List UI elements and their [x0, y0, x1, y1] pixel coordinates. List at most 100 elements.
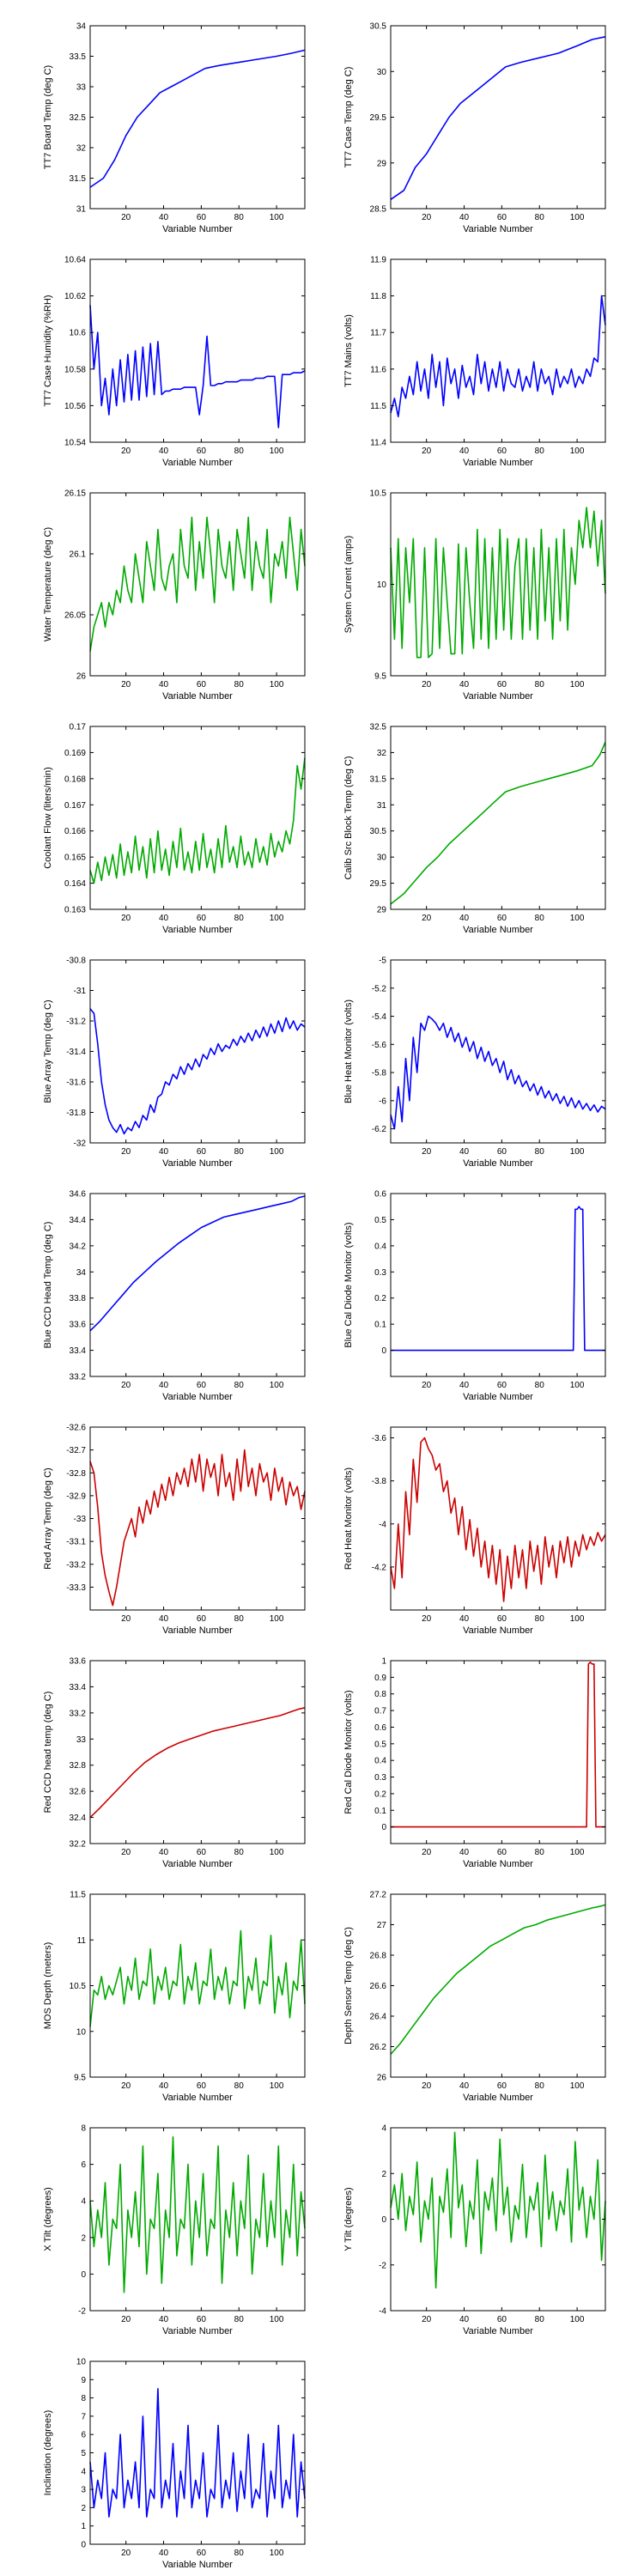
x-tick-label: 20	[121, 2315, 131, 2324]
x-tick-label: 80	[535, 680, 545, 690]
axes-frame	[89, 1193, 306, 1377]
y-tick-label: 0.4	[374, 1242, 386, 1251]
chart-panel-3: 20 40 60 80 100 10.54 10.56 10.58 10.6 10.62 10.64…	[43, 256, 306, 468]
x-tick-label: 40	[159, 914, 169, 923]
x-tick-label: 40	[459, 447, 470, 456]
y-tick-label: 33.6	[70, 1321, 87, 1330]
y-tick-label: -30.8	[66, 957, 86, 966]
x-tick-label: 60	[497, 213, 507, 222]
x-tick-label: 20	[121, 2081, 131, 2091]
axes-frame	[89, 25, 306, 210]
x-tick-label: 60	[497, 914, 507, 923]
series-line	[390, 507, 606, 659]
y-tick-label: 0.5	[374, 1740, 386, 1749]
axes-frame	[89, 726, 306, 910]
axes-frame	[89, 959, 306, 1144]
x-tick-label: 40	[159, 447, 169, 456]
y-tick-label: 10	[377, 580, 387, 590]
x-tick-label: 80	[535, 213, 545, 222]
series-line	[390, 1904, 606, 2055]
x-axis-label: Variable Number	[162, 1859, 233, 1869]
x-tick-label: 100	[270, 2081, 284, 2091]
y-tick-label: 0.1	[374, 1807, 386, 1816]
series-line	[89, 1195, 306, 1332]
y-tick-label: 10.5	[370, 489, 387, 499]
x-tick-label: 100	[270, 213, 284, 222]
y-tick-label: 34.6	[70, 1190, 87, 1200]
y-tick-label: 26.6	[370, 1982, 387, 1991]
y-tick-label: -6.2	[372, 1125, 387, 1134]
x-tick-label: 60	[497, 2081, 507, 2091]
y-tick-label: 31	[76, 205, 87, 215]
y-tick-label: -2	[78, 2307, 86, 2317]
y-tick-label: 29.5	[370, 879, 387, 889]
y-tick-label: -5.8	[372, 1069, 387, 1078]
series-line	[89, 1008, 306, 1135]
x-tick-label: 100	[570, 447, 585, 456]
x-tick-label: 80	[234, 914, 245, 923]
y-tick-label: 10	[76, 2027, 87, 2037]
series-line	[89, 49, 306, 188]
x-axis-label: Variable Number	[463, 224, 533, 234]
y-axis-label: Blue Heat Monitor (volts)	[343, 999, 354, 1103]
x-tick-label: 80	[234, 447, 245, 456]
x-tick-label: 60	[197, 1147, 207, 1157]
x-axis-label: Variable Number	[463, 1625, 533, 1636]
x-tick-label: 20	[422, 680, 432, 690]
chart-panel-4: 20 40 60 80 100 11.4 11.5 11.6 11.7 11.8 11.9 Varia…	[343, 256, 606, 468]
x-tick-label: 100	[570, 1381, 585, 1390]
x-tick-label: 20	[121, 1848, 131, 1857]
axes-frame	[390, 1193, 606, 1377]
series-line	[89, 305, 306, 428]
axes-frame	[390, 726, 606, 910]
x-tick-label: 20	[422, 1147, 432, 1157]
y-tick-label: 6	[81, 2160, 86, 2170]
y-tick-label: -33	[74, 1515, 87, 1524]
y-tick-label: -4	[379, 2307, 386, 2317]
y-tick-label: 31	[377, 801, 387, 811]
y-axis-label: Red Cal Diode Monitor (volts)	[343, 1690, 354, 1814]
x-tick-label: 60	[197, 1614, 207, 1624]
x-tick-label: 20	[121, 680, 131, 690]
y-tick-label: 26.4	[370, 2013, 387, 2022]
x-tick-label: 80	[535, 1614, 545, 1624]
x-tick-label: 60	[197, 1381, 207, 1390]
x-tick-label: 100	[570, 1147, 585, 1157]
chart-panel-1: 20 40 60 80 100 31 31.5 32 32.5 33 33.5 34 Variable …	[43, 22, 306, 234]
y-tick-label: 34	[76, 1268, 87, 1278]
y-tick-label: 10.6	[70, 329, 87, 338]
y-tick-label: 0.2	[374, 1294, 386, 1303]
y-tick-label: 10.5	[70, 1982, 87, 1991]
y-tick-label: 0.1	[374, 1321, 386, 1330]
x-tick-label: 80	[234, 2081, 245, 2091]
y-tick-label: 26.05	[64, 611, 86, 621]
y-tick-label: -32.7	[66, 1446, 86, 1455]
y-tick-label: 2	[381, 2170, 386, 2179]
x-tick-label: 60	[497, 1147, 507, 1157]
axes-frame	[89, 1426, 306, 1611]
y-tick-label: -2	[379, 2261, 386, 2270]
y-tick-label: 9.5	[374, 672, 386, 682]
y-tick-label: 0	[81, 2541, 86, 2550]
y-tick-label: 26.1	[70, 550, 87, 560]
y-tick-label: 0	[381, 2215, 386, 2225]
x-tick-label: 60	[197, 213, 207, 222]
y-tick-label: 0.9	[374, 1674, 386, 1683]
y-axis-label: TT7 Board Temp (deg C)	[43, 65, 53, 169]
x-tick-label: 80	[234, 2315, 245, 2324]
axes-frame	[89, 2360, 306, 2545]
axes-frame	[390, 25, 606, 210]
x-tick-label: 100	[570, 1614, 585, 1624]
y-axis-label: TT7 Case Temp (deg C)	[343, 67, 354, 168]
x-tick-label: 20	[121, 213, 131, 222]
x-axis-label: Variable Number	[463, 1859, 533, 1869]
y-tick-label: -33.1	[66, 1538, 86, 1547]
y-tick-label: -31.8	[66, 1109, 86, 1118]
y-axis-label: MOS Depth (meters)	[43, 1942, 53, 2029]
x-tick-label: 60	[497, 447, 507, 456]
y-tick-label: 5	[81, 2449, 86, 2458]
y-tick-label: 9	[81, 2376, 86, 2385]
x-tick-label: 40	[159, 680, 169, 690]
x-axis-label: Variable Number	[162, 1392, 233, 1402]
axes-frame	[89, 492, 306, 677]
